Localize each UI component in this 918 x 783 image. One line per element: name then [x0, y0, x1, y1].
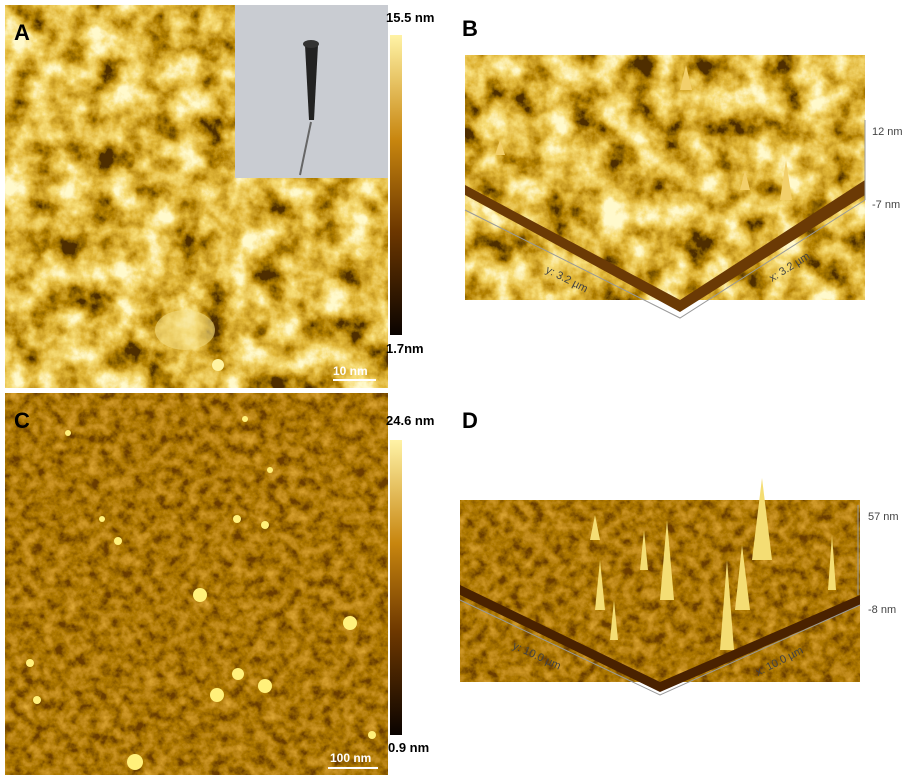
shadow [299, 121, 312, 176]
afm-image [5, 393, 388, 775]
probe-top [303, 40, 319, 48]
colorbar [390, 440, 402, 735]
panel-label: D [462, 408, 478, 433]
blob [212, 359, 224, 371]
scale-label: 100 nm [330, 751, 371, 765]
x-axis-label: x: 3.2 µm [767, 250, 812, 284]
particles [26, 416, 376, 770]
z-max: 12 nm [872, 126, 903, 138]
surface-3d [465, 55, 865, 300]
peaks [590, 478, 836, 650]
peaks [495, 65, 792, 200]
colorbar-max: 24.6 nm [386, 413, 434, 428]
colorbar [390, 35, 402, 335]
z-min: -7 nm [872, 199, 900, 211]
probe [305, 45, 318, 120]
colorbar-max: 15.5 nm [386, 10, 434, 25]
z-min: -8 nm [868, 604, 896, 616]
z-max: 57 nm [868, 511, 899, 523]
panel-label: C [14, 408, 30, 433]
axis-line [464, 199, 866, 319]
panel-label: B [462, 16, 478, 41]
surface-edge [460, 585, 860, 692]
axis-line [459, 599, 861, 696]
blob [155, 310, 215, 350]
colorbar-min: 0.9 nm [388, 740, 429, 755]
colorbar-min: 1.7nm [386, 341, 424, 356]
surface-3d [460, 500, 860, 682]
panel-label: A [14, 20, 30, 45]
scale-label: 10 nm [333, 364, 368, 378]
